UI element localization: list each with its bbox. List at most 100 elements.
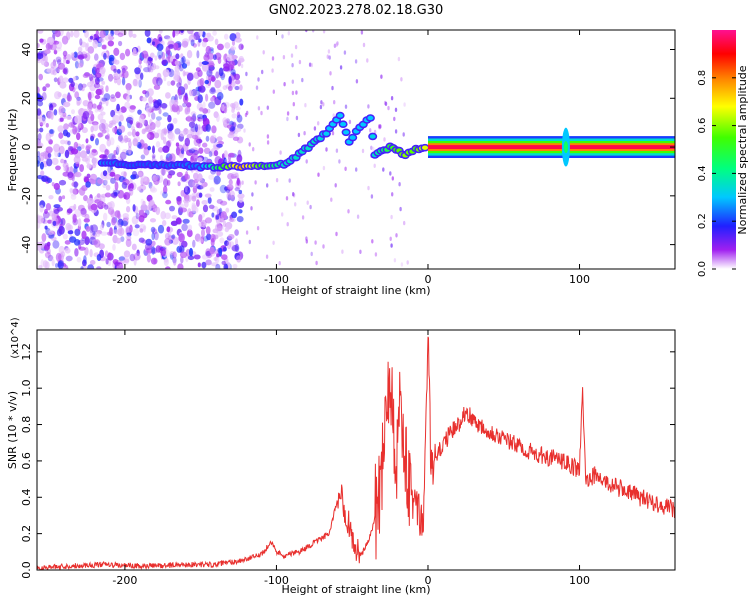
noise-speckle <box>132 33 137 39</box>
noise-speckle <box>208 151 213 157</box>
noise-speckle <box>123 218 129 224</box>
noise-speckle <box>45 83 51 88</box>
noise-speckle <box>165 157 170 163</box>
noise-speckle <box>147 145 151 151</box>
noise-speckle <box>86 163 92 169</box>
noise-speckle <box>330 197 333 202</box>
noise-speckle <box>205 124 211 132</box>
noise-speckle <box>64 247 71 254</box>
noise-speckle <box>250 206 253 211</box>
colorbar-label: Normalized spectral amplitude <box>736 65 749 234</box>
noise-speckle <box>40 57 47 66</box>
noise-speckle <box>355 167 358 172</box>
noise-speckle <box>91 66 97 76</box>
noise-speckle <box>58 105 65 114</box>
x-tick-label: 100 <box>569 273 590 286</box>
noise-speckle <box>94 94 101 100</box>
noise-speckle <box>151 240 156 246</box>
noise-speckle <box>322 244 325 249</box>
noise-speckle <box>132 228 140 237</box>
noise-speckle <box>233 127 242 133</box>
noise-speckle <box>87 102 93 112</box>
noise-speckle <box>140 203 148 212</box>
x-tick-label: -100 <box>264 574 289 587</box>
noise-speckle <box>140 154 146 160</box>
noise-speckle <box>100 231 108 236</box>
colorbar-axis: 0.0 0.2 0.4 0.6 0.8 <box>697 70 736 277</box>
noise-speckle <box>279 150 282 155</box>
noise-speckle <box>158 108 162 115</box>
noise-speckle <box>39 127 44 133</box>
noise-speckle <box>291 79 294 84</box>
noise-speckle <box>200 184 205 190</box>
noise-speckle <box>159 155 163 161</box>
noise-speckle <box>220 211 227 220</box>
noise-speckle <box>179 251 188 259</box>
noise-speckle <box>40 240 46 247</box>
noise-speckle <box>119 137 125 144</box>
noise-speckle <box>146 253 151 263</box>
noise-speckle <box>117 210 121 220</box>
noise-speckle <box>240 63 244 69</box>
noise-speckle <box>155 141 161 148</box>
noise-speckle <box>223 150 228 159</box>
noise-speckle <box>223 63 230 69</box>
noise-speckle <box>71 109 75 115</box>
noise-speckle <box>168 170 176 176</box>
noise-speckle <box>86 197 94 205</box>
noise-speckle <box>255 85 259 90</box>
noise-speckle <box>186 61 191 67</box>
noise-speckle <box>121 181 128 189</box>
noise-speckle <box>234 73 240 81</box>
noise-speckle <box>224 227 229 233</box>
noise-speckle <box>110 177 116 184</box>
noise-speckle <box>125 234 131 240</box>
noise-speckle <box>113 68 117 73</box>
noise-speckle <box>58 179 67 186</box>
noise-speckle <box>182 102 187 108</box>
noise-speckle <box>82 100 90 107</box>
noise-speckle <box>103 93 111 101</box>
noise-speckle <box>39 38 44 43</box>
y-tick-label: 40 <box>20 43 33 57</box>
noise-speckle <box>129 105 136 110</box>
noise-speckle <box>104 149 110 156</box>
noise-speckle <box>138 57 142 65</box>
noise-speckle <box>150 203 155 209</box>
noise-speckle <box>131 243 137 251</box>
noise-speckle <box>120 236 125 243</box>
noise-speckle <box>254 180 257 185</box>
noise-speckle <box>245 230 249 235</box>
noise-speckle <box>236 177 240 186</box>
noise-speckle <box>209 88 216 95</box>
noise-speckle <box>121 73 125 79</box>
noise-speckle <box>37 215 44 224</box>
noise-speckle <box>164 238 172 246</box>
noise-speckle <box>193 137 200 147</box>
noise-speckle <box>167 114 172 123</box>
noise-speckle <box>208 204 215 209</box>
noise-speckle <box>90 113 95 122</box>
noise-speckle <box>234 243 240 253</box>
noise-speckle <box>223 263 229 269</box>
noise-speckle <box>100 96 107 105</box>
noise-speckle <box>95 30 99 36</box>
noise-speckle <box>236 216 244 223</box>
noise-speckle <box>335 231 338 237</box>
carrier-band <box>428 145 675 149</box>
noise-speckle <box>60 217 66 226</box>
noise-speckle <box>112 114 120 124</box>
noise-speckle <box>107 40 115 47</box>
noise-speckle <box>43 49 51 54</box>
noise-speckle <box>320 100 323 105</box>
noise-speckle <box>205 259 212 266</box>
noise-speckle <box>156 77 163 86</box>
noise-speckle <box>140 72 144 80</box>
noise-speckle <box>285 196 289 201</box>
noise-speckle <box>234 229 239 236</box>
noise-speckle <box>221 217 225 224</box>
noise-speckle <box>45 132 51 142</box>
noise-speckle <box>109 171 116 177</box>
noise-speckle <box>79 164 84 173</box>
noise-speckle <box>108 73 114 82</box>
